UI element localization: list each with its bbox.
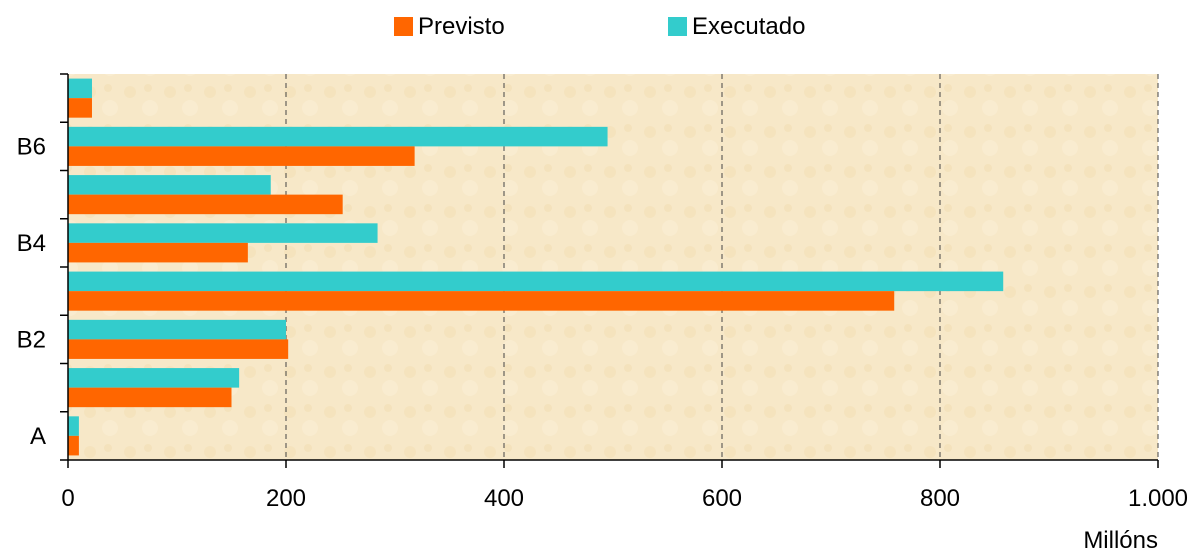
x-tick-label-4: 800 <box>920 485 960 512</box>
bar-executado-7 <box>68 78 92 99</box>
bar-executado-4 <box>68 223 378 243</box>
y-tick-label-6: B6 <box>17 133 46 160</box>
x-axis-title: Millóns <box>1083 527 1158 552</box>
x-tick-label-2: 400 <box>484 485 524 512</box>
bar-executado-1 <box>68 368 240 388</box>
legend-label-previsto: Previsto <box>418 13 505 40</box>
bar-previsto-5 <box>68 194 343 215</box>
bars <box>68 78 1004 456</box>
y-tick-label-2: B2 <box>17 326 46 353</box>
bar-previsto-6 <box>68 146 415 166</box>
legend-label-executado: Executado <box>692 13 805 40</box>
bar-executado-3 <box>68 271 1004 292</box>
bar-previsto-1 <box>68 387 232 408</box>
bar-executado-5 <box>68 175 271 195</box>
legend: Previsto Executado <box>394 13 805 40</box>
bar-previsto-7 <box>68 98 92 118</box>
x-tick-label-0: 0 <box>61 485 74 512</box>
legend-swatch-previsto <box>394 17 413 36</box>
y-tick-label-0: A <box>30 423 46 450</box>
x-tick-label-5: 1.000 <box>1128 485 1188 512</box>
bar-previsto-4 <box>68 242 248 263</box>
legend-swatch-executado <box>668 17 687 36</box>
bar-previsto-0 <box>68 435 79 456</box>
bar-executado-2 <box>68 319 286 340</box>
x-tick-label-1: 200 <box>266 485 306 512</box>
x-tick-label-3: 600 <box>702 485 742 512</box>
bar-previsto-3 <box>68 291 895 311</box>
bar-executado-6 <box>68 126 608 147</box>
bar-executado-0 <box>68 416 79 436</box>
ticks <box>60 73 1159 468</box>
y-tick-label-4: B4 <box>17 230 46 257</box>
bar-previsto-2 <box>68 339 289 359</box>
tick-labels: 0 200 400 600 800 1.000 A B2 B4 B6 <box>17 133 1188 512</box>
